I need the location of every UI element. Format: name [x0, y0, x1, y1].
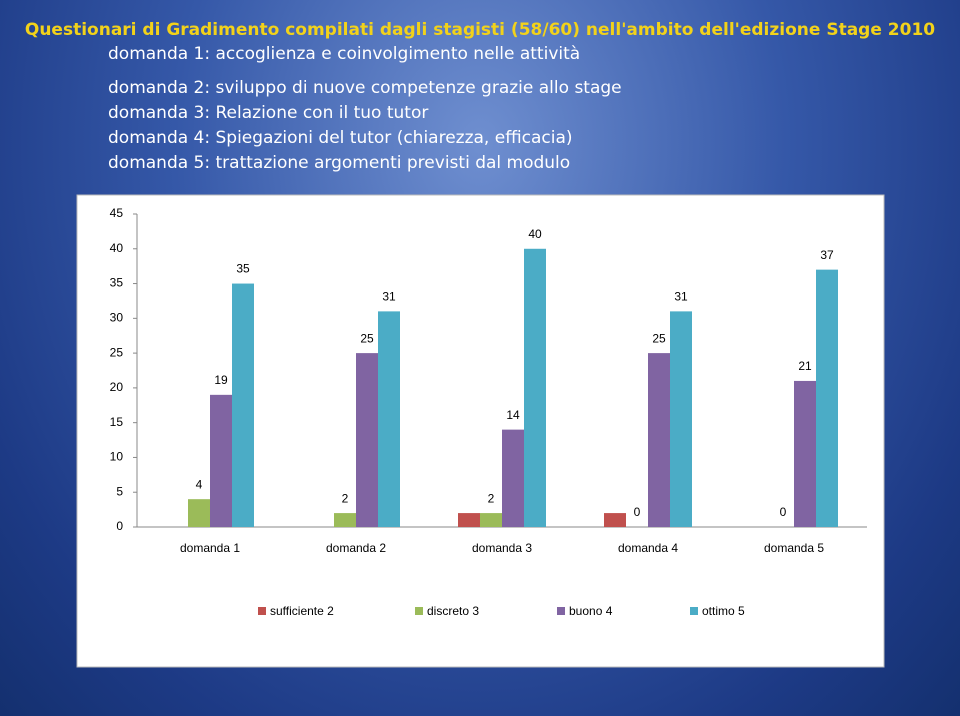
question-line: domanda 3: Relazione con il tuo tutor [108, 103, 429, 123]
data-label: 25 [652, 331, 666, 345]
data-label: 21 [798, 359, 812, 373]
bar [604, 513, 626, 527]
data-label: 35 [236, 262, 250, 276]
y-tick-label: 5 [116, 484, 123, 498]
bar [458, 513, 480, 527]
data-label: 0 [634, 505, 641, 519]
bar [816, 269, 838, 527]
data-label: 31 [674, 290, 688, 304]
data-label: 0 [780, 505, 787, 519]
data-label: 4 [196, 477, 203, 491]
legend-swatch [415, 607, 423, 615]
data-label: 14 [506, 408, 520, 422]
bar [334, 513, 356, 527]
bar [378, 311, 400, 527]
x-tick-label: domanda 2 [326, 541, 386, 555]
data-label: 2 [488, 491, 495, 505]
chart-area [76, 194, 885, 668]
data-label: 19 [214, 373, 228, 387]
bar [188, 499, 210, 527]
y-tick-label: 0 [116, 519, 123, 533]
y-tick-label: 25 [110, 345, 124, 359]
bar [524, 248, 546, 527]
x-tick-label: domanda 1 [180, 541, 240, 555]
data-label: 37 [820, 248, 834, 262]
bar [648, 353, 670, 527]
bar [670, 311, 692, 527]
data-label: 40 [528, 227, 542, 241]
y-tick-label: 10 [110, 450, 124, 464]
legend-label: ottimo 5 [702, 604, 745, 618]
question-line: domanda 4: Spiegazioni del tutor (chiare… [108, 128, 573, 148]
x-tick-label: domanda 4 [618, 541, 678, 555]
bar [794, 380, 816, 527]
y-tick-label: 30 [110, 311, 124, 325]
y-tick-label: 35 [110, 276, 124, 290]
legend-label: sufficiente 2 [270, 604, 334, 618]
legend-label: discreto 3 [427, 604, 479, 618]
x-tick-label: domanda 3 [472, 541, 532, 555]
bar [232, 283, 254, 527]
legend-label: buono 4 [569, 604, 613, 618]
y-tick-label: 45 [110, 206, 124, 220]
data-label: 2 [342, 491, 349, 505]
legend-swatch [258, 607, 266, 615]
question-line: domanda 5: trattazione argomenti previst… [108, 153, 571, 173]
data-label: 25 [360, 331, 374, 345]
y-tick-label: 20 [110, 380, 124, 394]
x-tick-label: domanda 5 [764, 541, 824, 555]
bar [210, 394, 232, 527]
question-line: domanda 1: accoglienza e coinvolgimento … [108, 44, 581, 64]
bar [480, 513, 502, 527]
y-tick-label: 40 [110, 241, 124, 255]
legend-swatch [557, 607, 565, 615]
slide-title: Questionari di Gradimento compilati dagl… [24, 20, 936, 40]
legend-swatch [690, 607, 698, 615]
data-label: 31 [382, 290, 396, 304]
bar [356, 353, 378, 527]
y-tick-label: 15 [110, 415, 124, 429]
question-line: domanda 2: sviluppo di nuove competenze … [108, 78, 622, 98]
bar [502, 429, 524, 527]
